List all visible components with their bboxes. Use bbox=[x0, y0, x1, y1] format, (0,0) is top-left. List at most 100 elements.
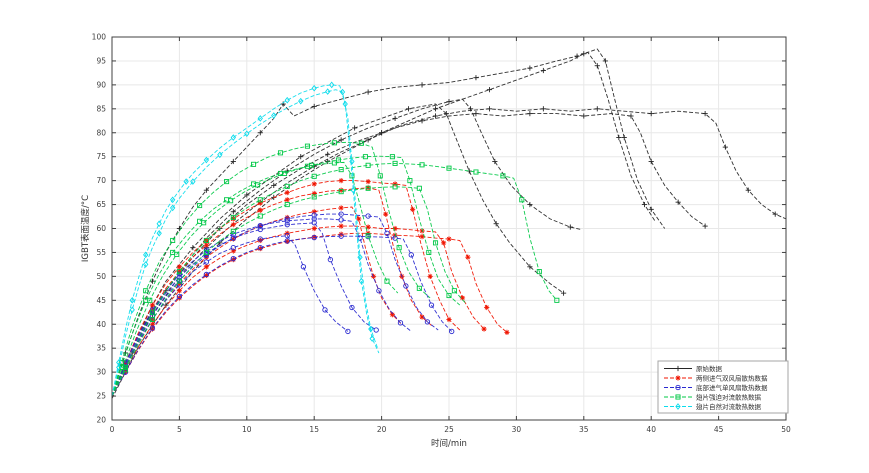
asterisk-marker bbox=[312, 226, 317, 231]
x-tick-label: 45 bbox=[714, 425, 724, 434]
asterisk-marker bbox=[383, 211, 388, 217]
y-tick-label: 85 bbox=[96, 104, 106, 113]
asterisk-marker bbox=[339, 178, 344, 183]
square-marker bbox=[311, 194, 317, 200]
series-run bbox=[111, 51, 656, 397]
diamond-marker bbox=[129, 306, 135, 314]
square-marker bbox=[197, 202, 203, 209]
asterisk-marker bbox=[231, 216, 236, 222]
square-marker bbox=[389, 154, 395, 160]
circle-marker bbox=[322, 307, 328, 313]
y-tick-label: 40 bbox=[96, 320, 106, 329]
legend-label: 两侧进气双风扇散热数据 bbox=[696, 373, 768, 382]
series-diamond bbox=[111, 81, 380, 397]
square-marker bbox=[554, 297, 560, 303]
diamond-marker bbox=[116, 364, 122, 371]
square-marker bbox=[304, 143, 310, 149]
square-marker bbox=[377, 173, 383, 179]
circle-marker bbox=[257, 244, 263, 251]
asterisk-marker bbox=[371, 274, 376, 279]
y-tick-label: 80 bbox=[96, 128, 106, 137]
square-marker bbox=[251, 161, 257, 167]
y-tick-label: 50 bbox=[96, 272, 106, 281]
circle-marker bbox=[373, 327, 379, 333]
circle-marker bbox=[311, 234, 317, 241]
diamond-marker bbox=[357, 253, 363, 261]
asterisk-marker bbox=[465, 255, 471, 260]
asterisk-marker bbox=[410, 207, 415, 212]
circle-marker bbox=[357, 235, 363, 241]
asterisk-marker bbox=[365, 224, 371, 230]
circle-marker bbox=[230, 256, 236, 262]
circle-marker bbox=[176, 274, 183, 280]
circle-marker bbox=[311, 212, 317, 218]
diamond-marker bbox=[143, 261, 149, 268]
diamond-marker bbox=[339, 88, 346, 96]
diamond-marker bbox=[257, 115, 263, 122]
square-marker bbox=[122, 367, 129, 373]
square-marker bbox=[432, 240, 439, 246]
square-marker bbox=[473, 169, 479, 175]
legend: 原始数据两侧进气双风扇散热数据底部进气单风扇散热数据翅片强迫对流散热数据翅片自然… bbox=[657, 360, 789, 414]
circle-marker bbox=[428, 302, 435, 308]
circle-marker bbox=[338, 211, 344, 217]
circle-marker bbox=[349, 304, 355, 311]
diamond-marker bbox=[369, 335, 375, 342]
series-square bbox=[111, 140, 560, 397]
square-marker bbox=[362, 154, 368, 160]
circle-marker bbox=[338, 233, 344, 239]
y-tick-label: 70 bbox=[96, 176, 106, 185]
diamond-marker bbox=[156, 229, 162, 237]
square-marker bbox=[284, 183, 290, 189]
square-marker bbox=[118, 360, 124, 366]
circle-marker bbox=[284, 233, 290, 239]
y-tick-label: 30 bbox=[96, 368, 106, 377]
series-run bbox=[111, 162, 558, 397]
asterisk-marker bbox=[231, 222, 236, 227]
series-run bbox=[111, 186, 466, 397]
series-run bbox=[111, 89, 379, 397]
diamond-marker bbox=[325, 88, 331, 95]
circle-marker bbox=[176, 293, 183, 300]
diamond-marker bbox=[183, 178, 189, 185]
asterisk-marker bbox=[419, 228, 425, 234]
asterisk-marker bbox=[365, 179, 371, 184]
diamond-marker bbox=[203, 156, 210, 164]
circle-marker bbox=[327, 256, 334, 263]
square-marker bbox=[201, 220, 207, 226]
series-run bbox=[111, 213, 439, 397]
square-marker bbox=[149, 316, 155, 322]
legend-label: 原始数据 bbox=[696, 364, 723, 373]
legend-label: 底部进气单风扇散热数据 bbox=[696, 383, 768, 392]
square-marker bbox=[257, 197, 263, 203]
circle-marker bbox=[392, 235, 398, 241]
diamond-marker bbox=[156, 220, 162, 228]
circle-marker bbox=[149, 325, 156, 331]
square-marker bbox=[224, 179, 230, 185]
asterisk-marker bbox=[390, 312, 395, 317]
square-marker bbox=[176, 269, 182, 275]
square-marker bbox=[176, 278, 182, 284]
circle-marker bbox=[203, 252, 210, 258]
asterisk-marker bbox=[150, 322, 155, 327]
square-marker bbox=[308, 162, 315, 168]
square-marker bbox=[203, 249, 209, 255]
legend-item: 两侧进气双风扇散热数据 bbox=[664, 373, 768, 382]
series-run bbox=[111, 225, 485, 397]
series-run bbox=[111, 161, 399, 397]
diamond-marker bbox=[271, 112, 277, 119]
x-tick-label: 30 bbox=[512, 425, 522, 434]
x-tick-label: 5 bbox=[177, 425, 182, 434]
square-marker bbox=[451, 288, 457, 294]
diamond-marker bbox=[190, 178, 196, 185]
legend-label: 翅片自然对流散热数据 bbox=[696, 402, 762, 411]
circle-marker bbox=[365, 213, 371, 219]
asterisk-marker bbox=[150, 302, 155, 308]
series-run bbox=[111, 155, 461, 397]
square-marker bbox=[358, 140, 364, 146]
square-marker bbox=[338, 167, 344, 173]
square-marker bbox=[519, 197, 525, 203]
square-marker bbox=[365, 233, 371, 239]
diamond-marker bbox=[311, 84, 317, 92]
circle-marker bbox=[203, 259, 210, 265]
